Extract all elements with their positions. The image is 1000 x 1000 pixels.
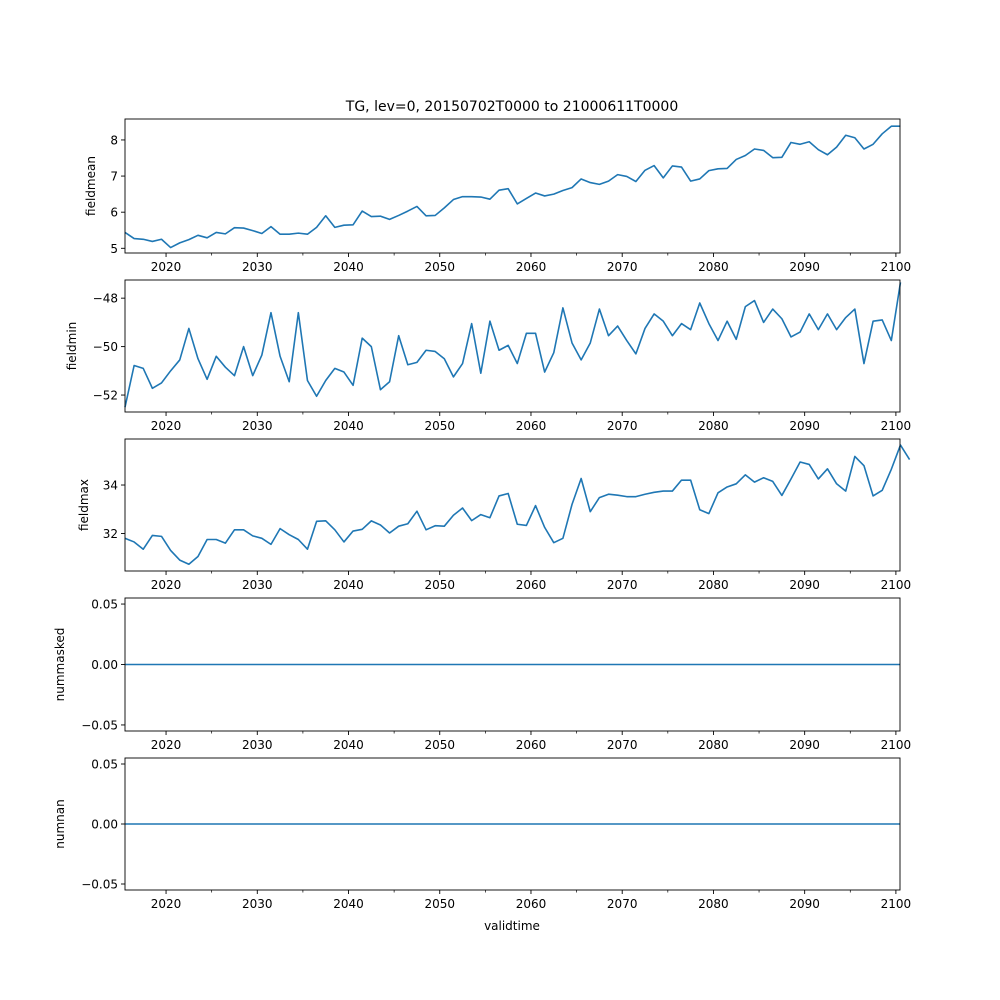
- x-tick-label: 2020: [151, 260, 182, 274]
- subplot-fieldmin: 2020 2030 2040 2050 2060 2070 2080 2090 2100 −52 −…: [65, 279, 912, 433]
- subplot-fieldmax: 2020 2030 2040 2050 2060 2070 2080 2090 2100 32 34…: [77, 438, 912, 592]
- x-tick-label: 2080: [698, 419, 729, 433]
- x-tick-label: 2070: [607, 260, 638, 274]
- y-tick-label: −48: [93, 292, 118, 306]
- y-tick-label: −52: [93, 389, 118, 403]
- x-tick-label: 2040: [333, 260, 364, 274]
- x-tick-label: 2100: [881, 260, 912, 274]
- x-tick-label: 2090: [789, 578, 820, 592]
- figure-title: TG, lev=0, 20150702T0000 to 21000611T000…: [345, 99, 678, 115]
- y-tick-label: −0.05: [81, 718, 118, 732]
- series-line-fieldmin: [124, 282, 902, 408]
- y-tick-label: 5: [110, 242, 118, 256]
- y-tick-label: 0.00: [91, 818, 118, 832]
- y-tick-label: 6: [110, 206, 118, 220]
- y-axis-label-nummasked: nummasked: [53, 628, 67, 702]
- x-tick-label: 2080: [698, 578, 729, 592]
- subplot-fieldmean: 2020 2030 2040 2050 2060 2070 2080 2090 2100 5 6 7 8…: [84, 118, 912, 274]
- y-axis-label-fieldmin: fieldmin: [65, 322, 79, 371]
- x-tick-label: 2020: [151, 897, 182, 911]
- y-tick-label: 8: [110, 133, 118, 147]
- x-tick-label: 2030: [242, 419, 273, 433]
- x-tick-label: 2060: [516, 897, 547, 911]
- x-tick-label: 2020: [151, 419, 182, 433]
- x-tick-label: 2060: [516, 578, 547, 592]
- x-tick-label: 2050: [424, 738, 455, 752]
- x-tick-label: 2060: [516, 260, 547, 274]
- x-tick-label: 2020: [151, 738, 182, 752]
- x-tick-label: 2090: [789, 897, 820, 911]
- x-tick-label: 2100: [881, 578, 912, 592]
- x-tick-label: 2070: [607, 738, 638, 752]
- y-tick-label: 7: [110, 170, 118, 184]
- x-tick-label: 2080: [698, 260, 729, 274]
- y-tick-label: −50: [93, 340, 118, 354]
- x-tick-label: 2070: [607, 578, 638, 592]
- y-tick-label: 34: [103, 479, 118, 493]
- y-axis-label-numnan: numnan: [53, 799, 67, 848]
- x-tick-label: 2100: [881, 738, 912, 752]
- series-line-fieldmean: [124, 125, 901, 249]
- x-tick-label: 2040: [333, 897, 364, 911]
- y-axis-label-fieldmean: fieldmean: [84, 156, 98, 216]
- x-tick-label: 2070: [607, 897, 638, 911]
- x-tick-label: 2100: [881, 419, 912, 433]
- x-tick-label: 2030: [242, 260, 273, 274]
- x-tick-label: 2050: [424, 419, 455, 433]
- axes-frame: [124, 438, 901, 572]
- x-tick-label: 2050: [424, 897, 455, 911]
- subplot-nummasked: 2020 2030 2040 2050 2060 2070 2080 2090 2100 −0.0…: [53, 598, 911, 752]
- x-tick-label: 2080: [698, 897, 729, 911]
- x-tick-label: 2020: [151, 578, 182, 592]
- axes-frame: [124, 279, 901, 413]
- subplot-numnan: 2020 2030 2040 2050 2060 2070 2080 2090 2100 −0.0…: [53, 758, 911, 912]
- y-tick-label: 0.00: [91, 658, 118, 672]
- x-tick-label: 2090: [789, 419, 820, 433]
- x-tick-label: 2050: [424, 260, 455, 274]
- x-tick-label: 2060: [516, 419, 547, 433]
- x-tick-label: 2030: [242, 738, 273, 752]
- subplot-panels: 2020 2030 2040 2050 2060 2070 2080 2090 2100 5 6 7 8…: [53, 118, 912, 912]
- series-line-fieldmax: [124, 444, 911, 566]
- x-tick-label: 2100: [881, 897, 912, 911]
- x-tick-label: 2040: [333, 738, 364, 752]
- x-tick-label: 2040: [333, 578, 364, 592]
- y-tick-label: −0.05: [81, 878, 118, 892]
- y-tick-label: 0.05: [91, 598, 118, 612]
- x-tick-label: 2050: [424, 578, 455, 592]
- y-tick-label: 32: [103, 527, 118, 541]
- x-tick-label: 2030: [242, 578, 273, 592]
- y-axis-label-fieldmax: fieldmax: [77, 479, 91, 531]
- x-tick-label: 2040: [333, 419, 364, 433]
- x-tick-label: 2080: [698, 738, 729, 752]
- x-tick-label: 2090: [789, 260, 820, 274]
- y-tick-label: 0.05: [91, 758, 118, 772]
- x-tick-label: 2090: [789, 738, 820, 752]
- x-axis-label: validtime: [484, 919, 540, 933]
- axes-frame: [124, 118, 901, 254]
- x-tick-label: 2070: [607, 419, 638, 433]
- x-tick-label: 2030: [242, 897, 273, 911]
- x-tick-label: 2060: [516, 738, 547, 752]
